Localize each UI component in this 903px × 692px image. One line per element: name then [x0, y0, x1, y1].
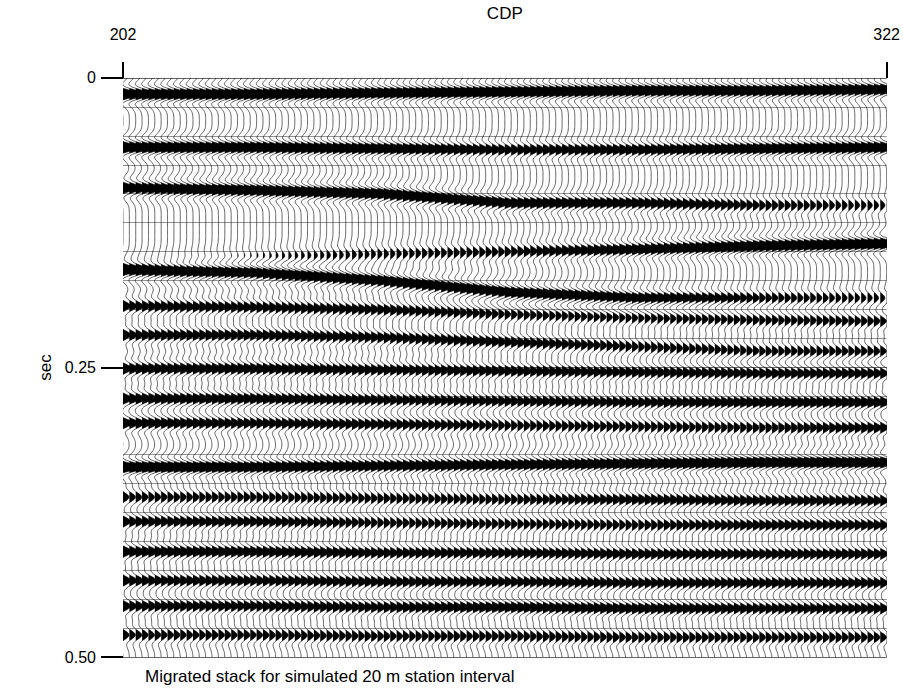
svg-text:Migrated stack for simulated 2: Migrated stack for simulated 20 m statio… — [145, 667, 514, 686]
svg-text:CDP: CDP — [487, 4, 523, 23]
svg-text:sec: sec — [36, 354, 55, 381]
svg-text:0.25: 0.25 — [65, 359, 96, 376]
svg-text:0: 0 — [87, 69, 96, 86]
svg-text:0.50: 0.50 — [65, 649, 96, 666]
svg-text:322: 322 — [873, 26, 900, 43]
svg-text:202: 202 — [110, 26, 137, 43]
